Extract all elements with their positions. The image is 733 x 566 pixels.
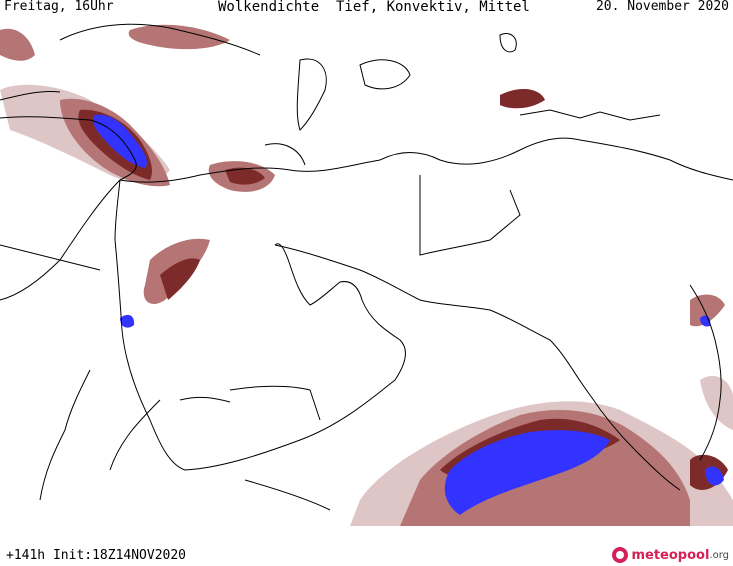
run-info-label: +141h Init:18Z14NOV2020 <box>6 548 187 563</box>
coastlines-and-borders <box>0 23 733 511</box>
forecast-time-label: Freitag, 16Uhr <box>4 0 114 14</box>
meteopool-logo[interactable]: meteopool .org <box>612 545 729 565</box>
cloud-layer-max <box>93 114 724 515</box>
forecast-date-label: 20. November 2020 <box>595 0 729 14</box>
logo-brand-suffix: .org <box>709 549 729 561</box>
logo-brand-text: meteopool <box>631 547 710 563</box>
cloud-layer-medium <box>0 24 725 526</box>
weather-map <box>0 23 733 526</box>
meteopool-logo-icon <box>612 547 629 563</box>
map-title: Wolkendichte Tief, Konvektiv, Mittel <box>218 0 530 15</box>
